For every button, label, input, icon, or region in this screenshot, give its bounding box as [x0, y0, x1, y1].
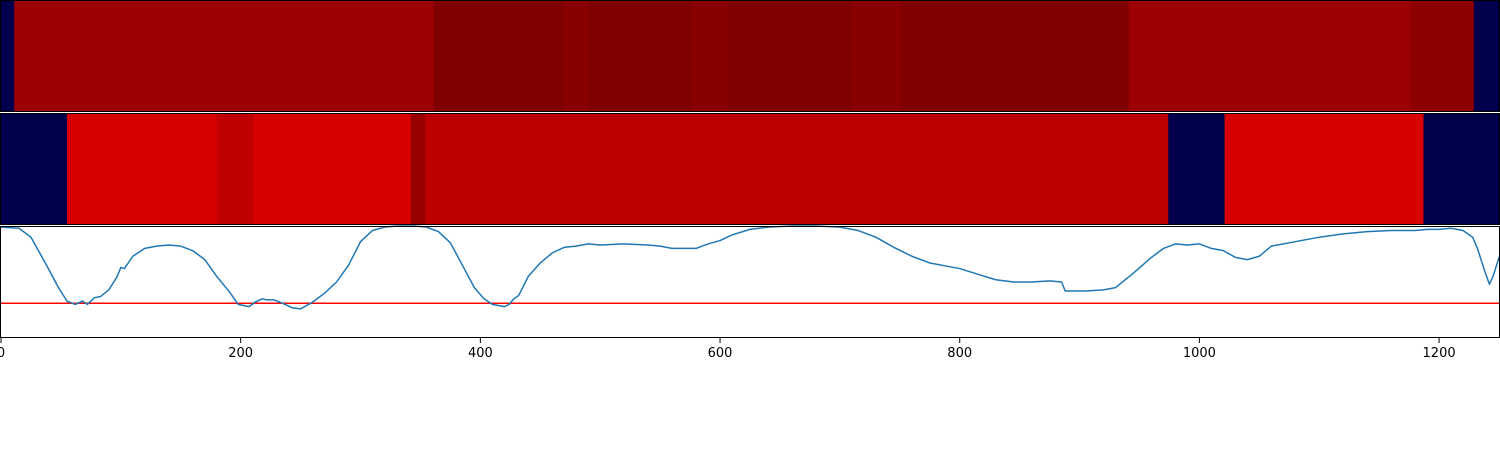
x-tick-label: 800: [947, 346, 972, 361]
heatmap-2-segment: [411, 113, 426, 225]
heatmap-2-segment: [67, 113, 217, 225]
heatmap-1-segment: [901, 0, 1129, 112]
heatmap-2-segment: [217, 113, 255, 225]
heatmap-1-segment: [1410, 0, 1474, 112]
heatmap-2-segment: [1225, 113, 1424, 225]
heatmap-2-segment: [254, 113, 411, 225]
heatmap-2-segment: [425, 113, 1169, 225]
heatmap-1-segment: [692, 0, 727, 112]
x-tick-label: 1200: [1423, 346, 1456, 361]
heatmap-1-segment: [727, 0, 853, 112]
x-tick-label: 0: [0, 346, 5, 361]
heatmap-1-segment: [1474, 0, 1500, 112]
heatmap-1-segment: [564, 0, 588, 112]
heatmap-1-segment: [1129, 0, 1411, 112]
heatmap-2-segment: [1, 113, 67, 225]
x-tick-label: 200: [228, 346, 253, 361]
line-plot-background: [1, 226, 1499, 338]
x-tick-label: 1000: [1183, 346, 1216, 361]
heatmap-1-segment: [853, 0, 901, 112]
heatmap-1-segment: [14, 0, 434, 112]
heatmap-1-segment: [588, 0, 693, 112]
heatmap-1-segment: [1, 0, 15, 112]
heatmap-1-segment: [434, 0, 565, 112]
x-tick-label: 600: [708, 346, 733, 361]
heatmap-2-segment: [1168, 113, 1225, 225]
heatmap-2-segment: [1424, 113, 1500, 225]
x-tick-label: 400: [468, 346, 493, 361]
